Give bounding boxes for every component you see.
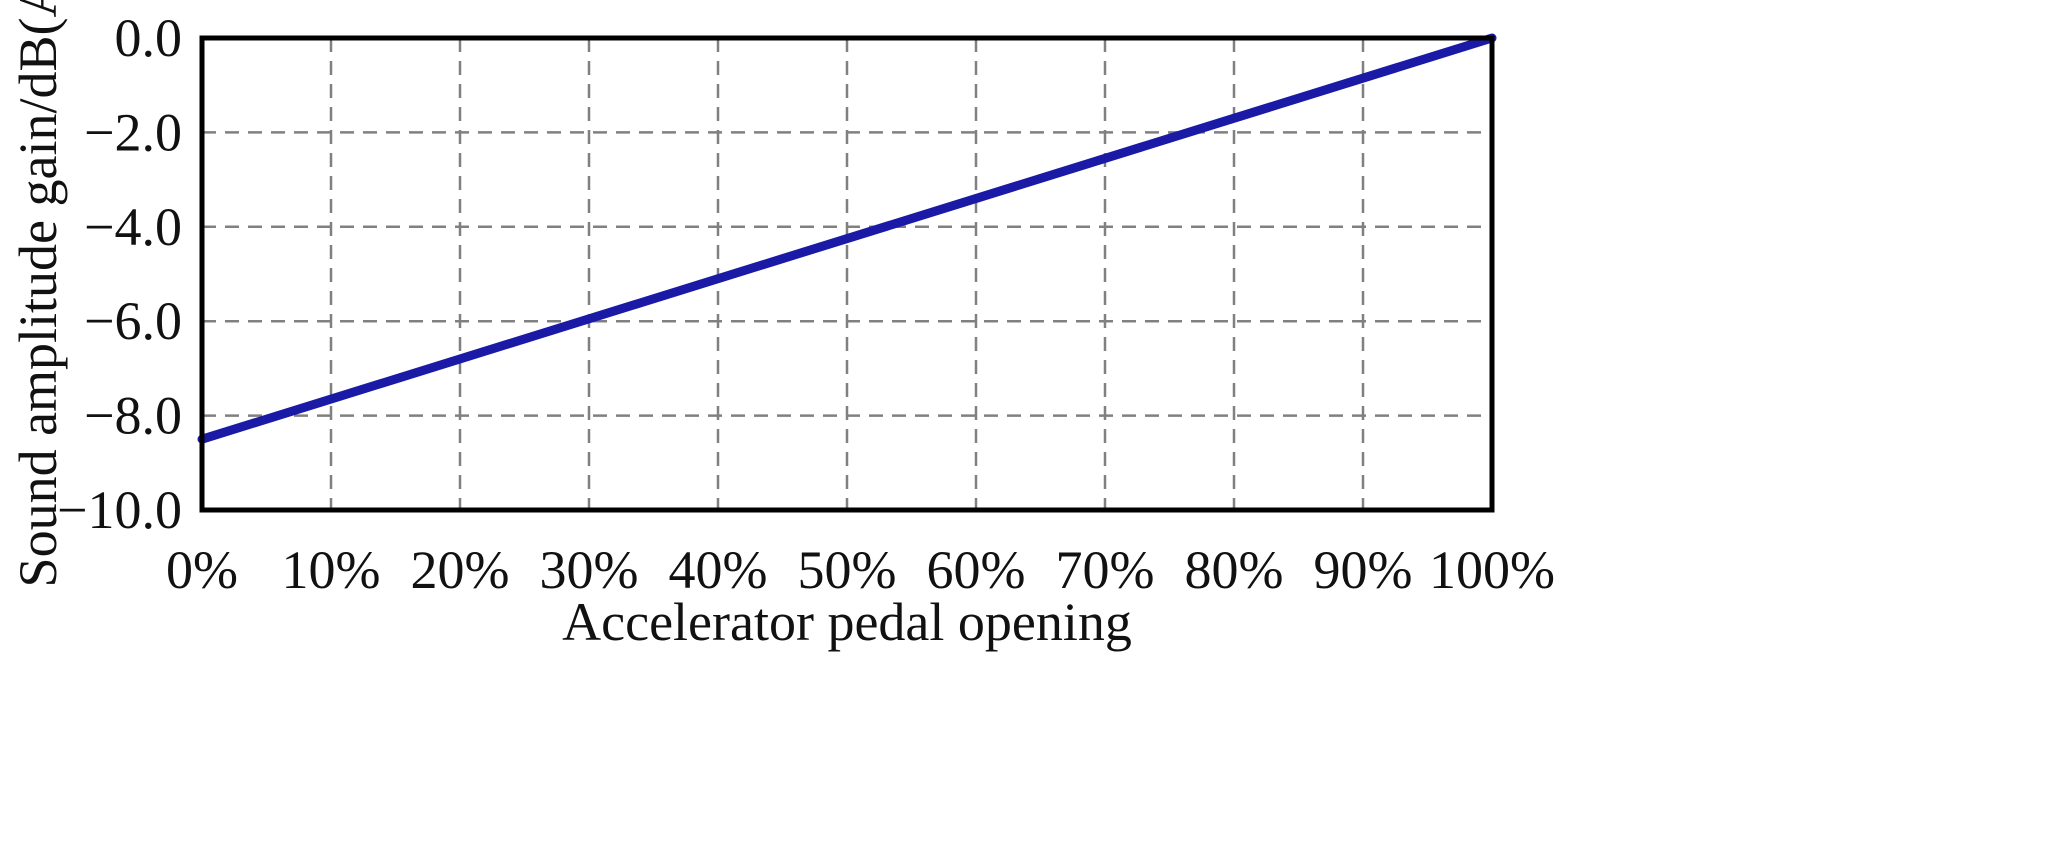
y-tick-label: −10.0 — [57, 480, 182, 540]
x-tick-label: 0% — [166, 540, 238, 600]
plot-frame — [199, 35, 1495, 513]
x-tick-labels: 0% 10% 20% 30% 40% 50% 60% 70% 80% 90% 100% — [166, 540, 1555, 600]
x-tick-label: 100% — [1429, 540, 1555, 600]
y-tick-label: −4.0 — [84, 197, 182, 257]
y-tick-label: −6.0 — [84, 291, 182, 351]
series-line — [197, 33, 1497, 444]
x-tick-label: 70% — [1056, 540, 1155, 600]
y-tick-label: −8.0 — [84, 386, 182, 446]
x-tick-label: 60% — [927, 540, 1026, 600]
series-layer — [197, 33, 1497, 444]
x-tick-label: 20% — [411, 540, 510, 600]
y-axis-title: Sound amplitude gain/dB(A) — [8, 0, 68, 587]
y-tick-labels: 0.0 −2.0 −4.0 −6.0 −8.0 −10.0 — [57, 8, 182, 540]
x-tick-label: 30% — [540, 540, 639, 600]
x-tick-label: 80% — [1185, 540, 1284, 600]
y-tick-label: 0.0 — [115, 8, 183, 68]
grid-lines — [202, 38, 1492, 510]
y-tick-label: −2.0 — [84, 102, 182, 162]
x-tick-label: 90% — [1314, 540, 1413, 600]
x-tick-label: 40% — [669, 540, 768, 600]
x-axis-title: Accelerator pedal opening — [562, 592, 1132, 652]
x-tick-label: 10% — [282, 540, 381, 600]
x-tick-label: 50% — [798, 540, 897, 600]
